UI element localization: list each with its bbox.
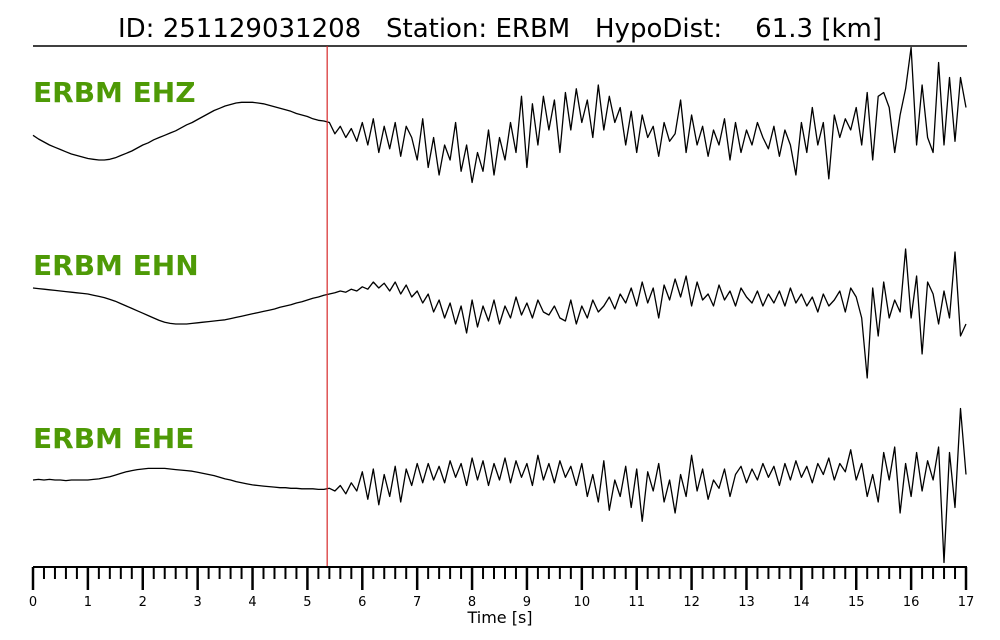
x-tick-label: 14	[793, 595, 810, 610]
x-tick-label: 17	[958, 595, 975, 610]
x-tick-label: 1	[84, 595, 92, 610]
x-tick-label: 15	[848, 595, 865, 610]
x-tick-label: 7	[413, 595, 421, 610]
trace-ehz	[32, 46, 967, 184]
x-tick-label: 8	[468, 595, 476, 610]
x-tick-label: 13	[738, 595, 755, 610]
x-tick-label: 6	[358, 595, 366, 610]
x-tick-label: 10	[574, 595, 591, 610]
x-tick-label: 5	[303, 595, 311, 610]
x-tick-label: 9	[523, 595, 531, 610]
chart-title: ID: 251129031208 Station: ERBM HypoDist:…	[118, 14, 882, 44]
x-tick-label: 3	[194, 595, 202, 610]
trace-label-ehz: ERBM EHZ	[33, 76, 196, 109]
trace-ehn	[32, 248, 967, 379]
x-tick-label: 16	[903, 595, 920, 610]
trace-ehe	[32, 407, 967, 564]
x-tick-label: 11	[628, 595, 645, 610]
trace-label-ehe: ERBM EHE	[33, 422, 194, 455]
x-tick-label: 0	[29, 595, 37, 610]
x-tick-label: 12	[683, 595, 700, 610]
x-tick-label: 4	[248, 595, 256, 610]
x-tick-label: 2	[139, 595, 147, 610]
trace-label-ehn: ERBM EHN	[33, 249, 199, 282]
x-axis-label: Time [s]	[466, 608, 532, 627]
